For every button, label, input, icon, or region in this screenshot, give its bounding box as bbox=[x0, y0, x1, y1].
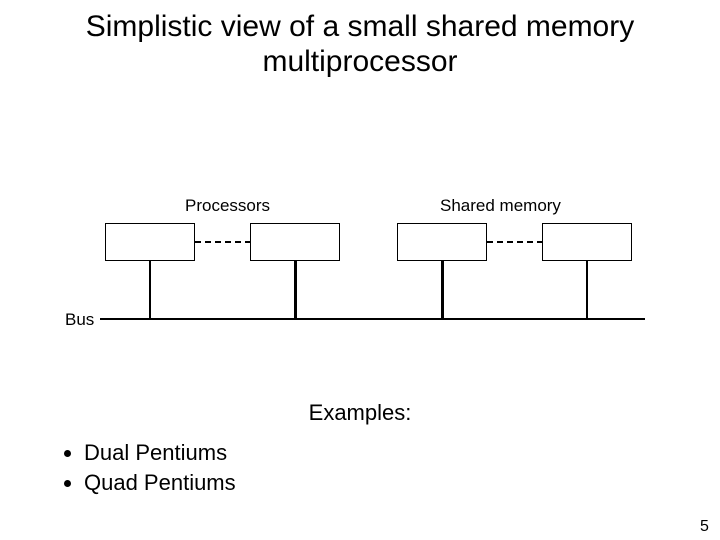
examples-list: Dual Pentiums Quad Pentiums bbox=[60, 440, 236, 500]
bus-label: Bus bbox=[65, 310, 94, 330]
dash-line bbox=[195, 241, 251, 243]
memory-box bbox=[542, 223, 632, 261]
examples-heading: Examples: bbox=[0, 400, 720, 426]
bus-line bbox=[100, 318, 645, 320]
bus-stem bbox=[586, 261, 588, 319]
slide: Simplistic view of a small shared memory… bbox=[0, 0, 720, 540]
bus-stem bbox=[441, 261, 444, 319]
processors-label: Processors bbox=[185, 196, 270, 216]
processor-box bbox=[105, 223, 195, 261]
list-item: Quad Pentiums bbox=[84, 470, 236, 496]
memory-box bbox=[397, 223, 487, 261]
dash-line bbox=[487, 241, 543, 243]
page-number: 5 bbox=[700, 518, 709, 536]
bus-stem bbox=[149, 261, 151, 319]
processor-box bbox=[250, 223, 340, 261]
bus-stem bbox=[294, 261, 297, 319]
shared-memory-label: Shared memory bbox=[440, 196, 561, 216]
list-item: Dual Pentiums bbox=[84, 440, 236, 466]
